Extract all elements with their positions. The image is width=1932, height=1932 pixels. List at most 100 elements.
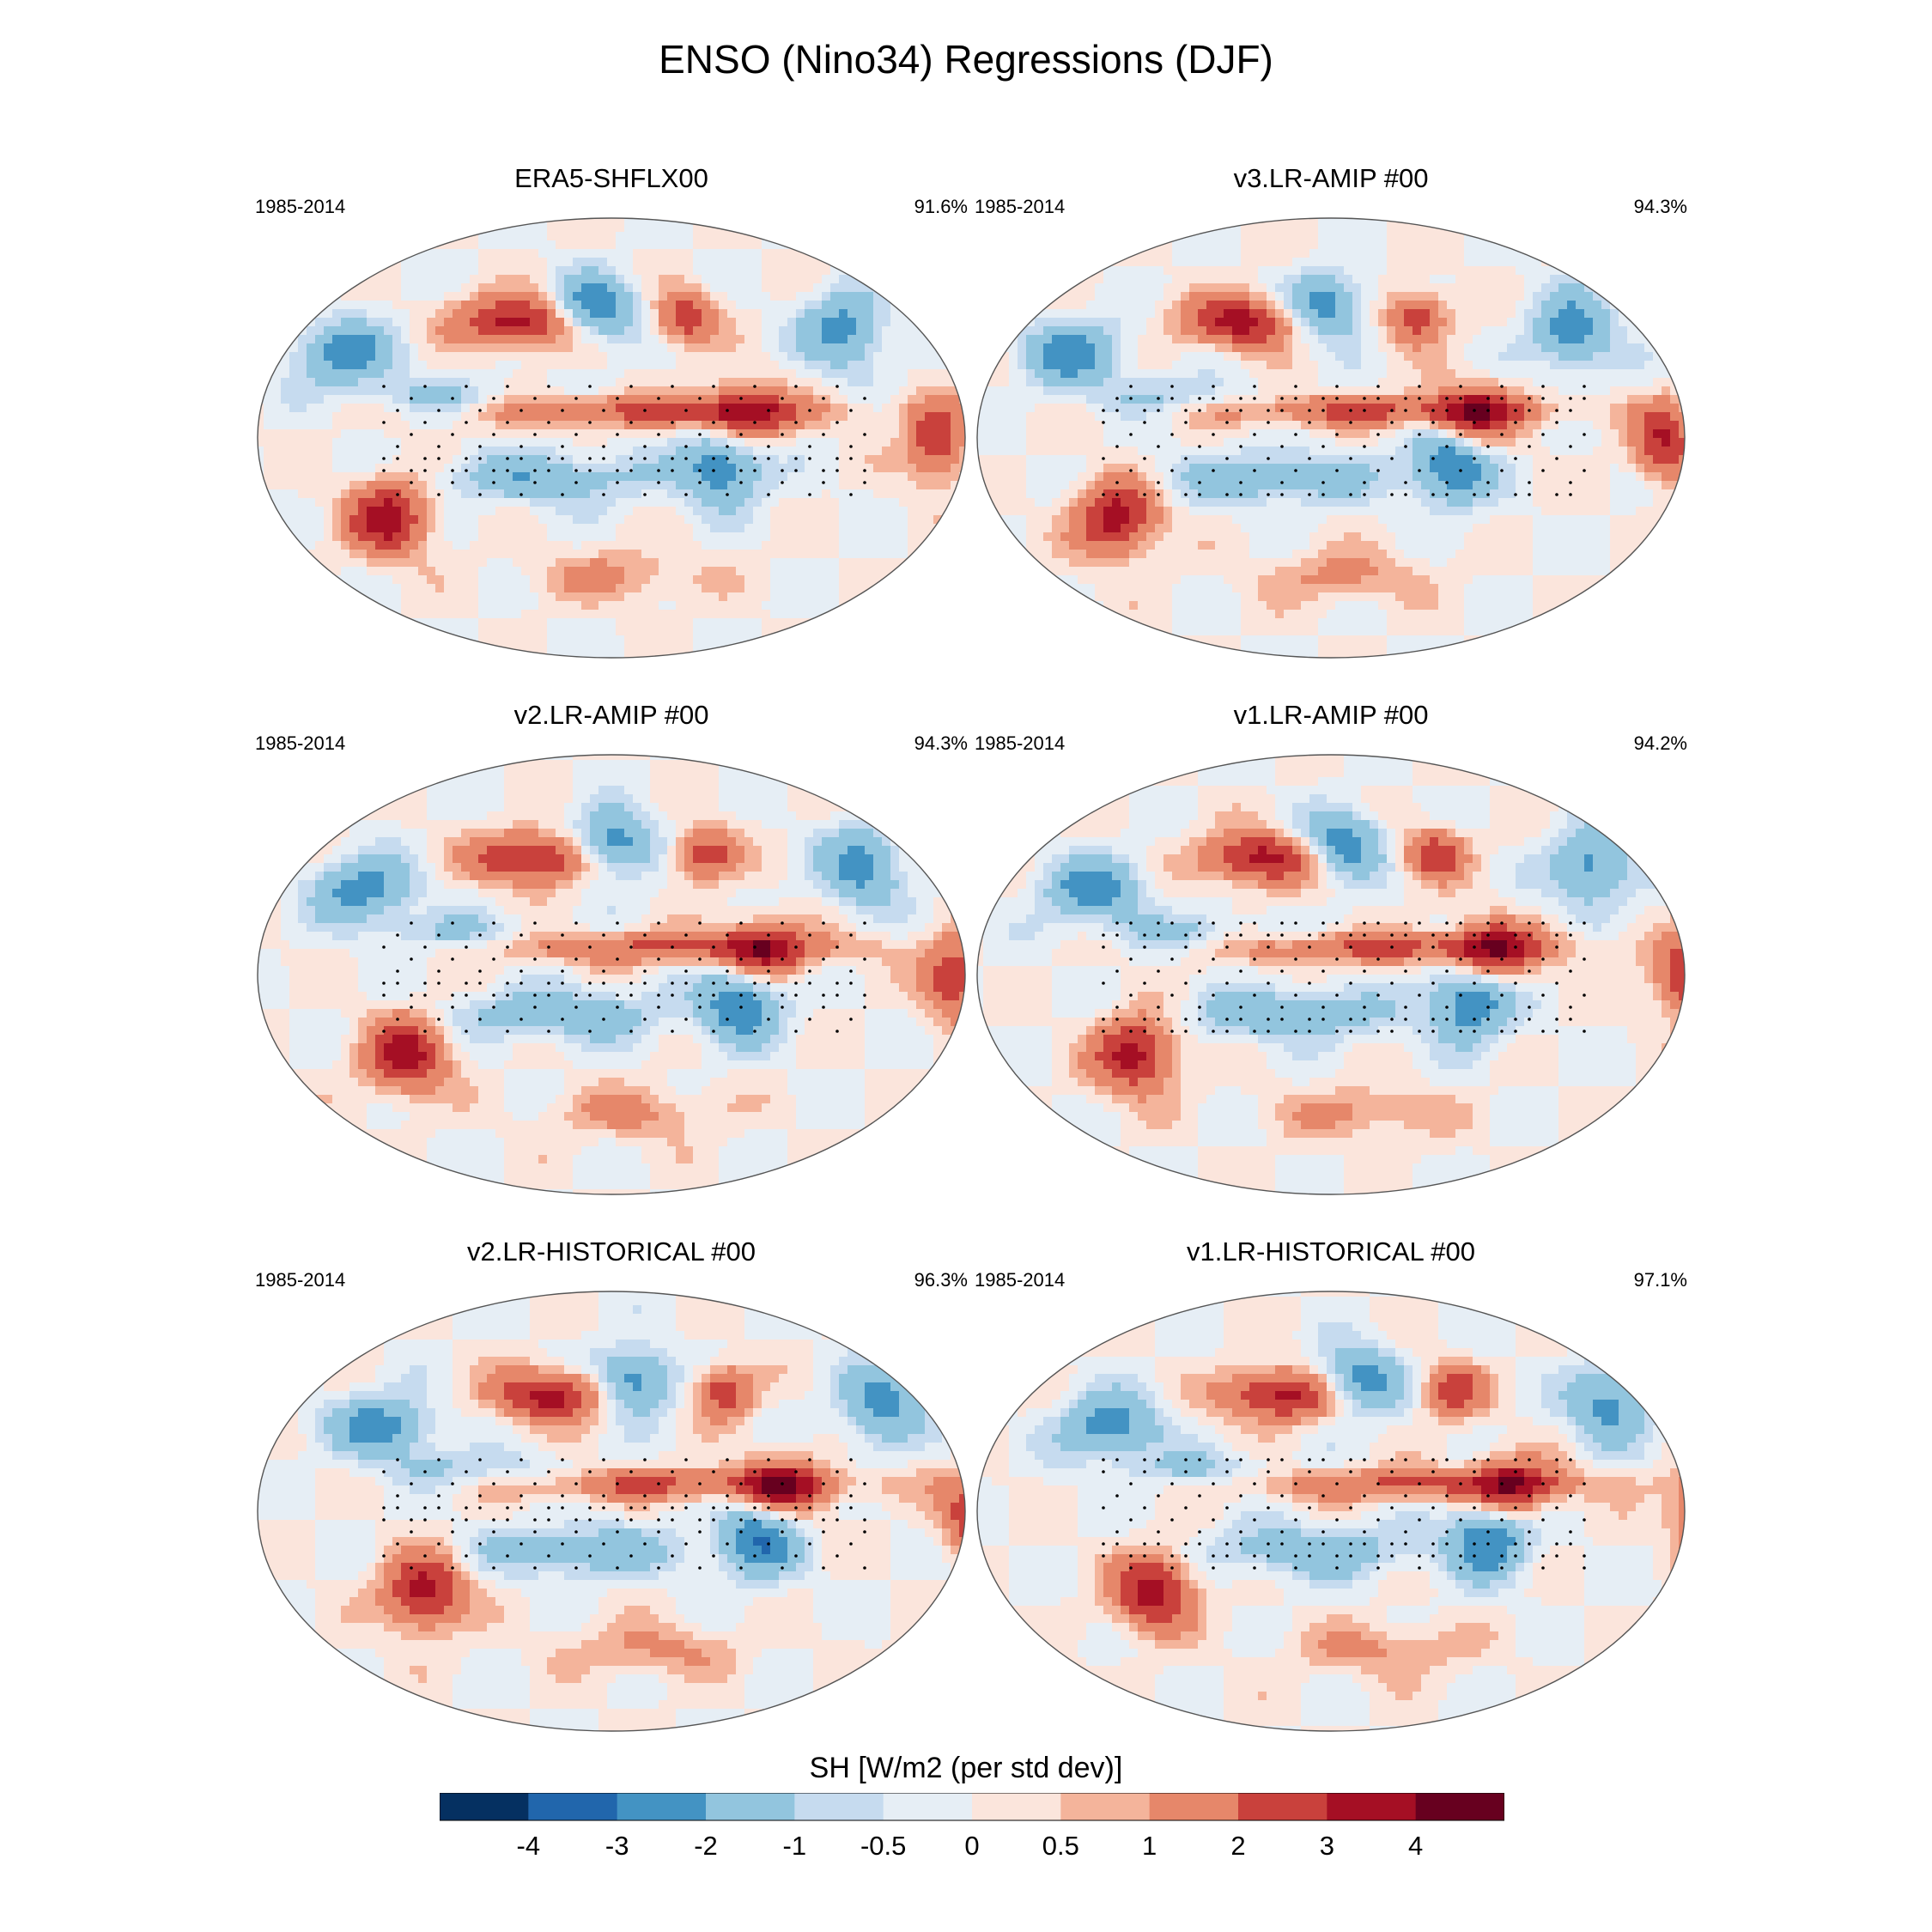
map-cell <box>573 412 582 422</box>
map-cell <box>951 447 960 456</box>
map-cell <box>324 240 333 250</box>
map-cell <box>470 258 479 267</box>
map-cell <box>744 618 754 628</box>
map-cell <box>624 361 634 370</box>
map-cell <box>959 498 965 507</box>
map-cell <box>693 232 702 241</box>
map-cell <box>341 343 350 353</box>
significance-dot <box>519 493 523 496</box>
map-cell <box>281 386 290 396</box>
map-cell <box>873 447 883 456</box>
map-cell <box>289 618 299 628</box>
map-cell <box>341 438 350 447</box>
map-cell <box>702 318 711 327</box>
map-cell <box>710 266 720 276</box>
map-cell <box>418 515 428 525</box>
map-cell <box>341 404 350 413</box>
map-cell <box>908 618 917 628</box>
map-cell <box>899 610 908 619</box>
map-cell <box>805 326 814 336</box>
map-cell <box>848 464 857 473</box>
map-cell <box>650 558 659 568</box>
map-cell <box>418 223 428 233</box>
map-cell <box>977 258 984 267</box>
map-cell <box>650 223 659 233</box>
map-cell <box>1584 223 1594 233</box>
map-cell <box>667 429 677 439</box>
map-cell <box>478 240 488 250</box>
map-cell <box>908 283 917 293</box>
map-cell <box>547 240 556 250</box>
map-cell <box>384 610 393 619</box>
map-cell <box>470 558 479 568</box>
map-cell <box>890 438 900 447</box>
map-cell <box>676 258 685 267</box>
map-cell <box>521 507 531 516</box>
map-cell <box>418 524 428 533</box>
map-cell <box>341 575 350 585</box>
map-cell <box>607 326 617 336</box>
map-era5 <box>255 215 968 661</box>
map-cell <box>444 232 453 241</box>
map-cell <box>573 618 582 628</box>
map-cell <box>959 258 965 267</box>
map-cell <box>375 455 385 465</box>
map-cell <box>942 447 951 456</box>
map-cell <box>736 558 745 568</box>
map-cell <box>590 567 599 576</box>
map-cell <box>890 361 900 370</box>
map-cell <box>822 266 831 276</box>
map-cell <box>581 395 591 404</box>
map-cell <box>598 438 608 447</box>
map-cell <box>258 232 264 241</box>
map-cell <box>839 404 848 413</box>
map-cell <box>633 558 642 568</box>
map-cell <box>624 610 634 619</box>
map-cell <box>264 412 273 422</box>
map-cell <box>435 592 445 602</box>
map-cell <box>538 627 548 636</box>
map-cell <box>392 507 402 516</box>
map-cell <box>461 326 471 336</box>
map-cell <box>461 352 471 361</box>
map-cell <box>753 240 762 250</box>
map-cell <box>676 386 685 396</box>
map-cell <box>495 558 505 568</box>
map-cell <box>1086 232 1096 241</box>
map-cell <box>513 558 522 568</box>
map-cell <box>865 455 874 465</box>
map-cell <box>470 610 479 619</box>
map-cell <box>933 550 943 559</box>
map-cell <box>882 515 891 525</box>
map-cell <box>1335 218 1345 224</box>
map-cell <box>787 635 797 645</box>
map-cell <box>882 335 891 344</box>
map-cell <box>332 335 342 344</box>
map-cell <box>581 326 591 336</box>
map-cell <box>495 258 505 267</box>
map-cell <box>1387 240 1396 250</box>
significance-dot <box>519 409 523 412</box>
map-cell <box>307 489 316 499</box>
map-cell <box>1533 240 1542 250</box>
map-cell <box>556 266 565 276</box>
map-cell <box>384 352 393 361</box>
map-cell <box>762 498 771 507</box>
map-cell <box>298 404 307 413</box>
significance-dot <box>863 469 866 472</box>
map-cell <box>942 567 951 576</box>
map-cell <box>418 395 428 404</box>
map-cell <box>667 541 677 550</box>
map-cell <box>495 301 505 310</box>
map-cell <box>513 472 522 482</box>
map-cell <box>702 412 711 422</box>
map-cell <box>916 412 926 422</box>
map-cell <box>504 369 513 379</box>
map-cell <box>633 318 642 327</box>
map-cell <box>410 301 419 310</box>
map-cell <box>959 223 965 233</box>
map-cell <box>315 507 325 516</box>
map-cell <box>1095 240 1104 250</box>
map-cell <box>495 438 505 447</box>
map-cell <box>461 292 471 301</box>
